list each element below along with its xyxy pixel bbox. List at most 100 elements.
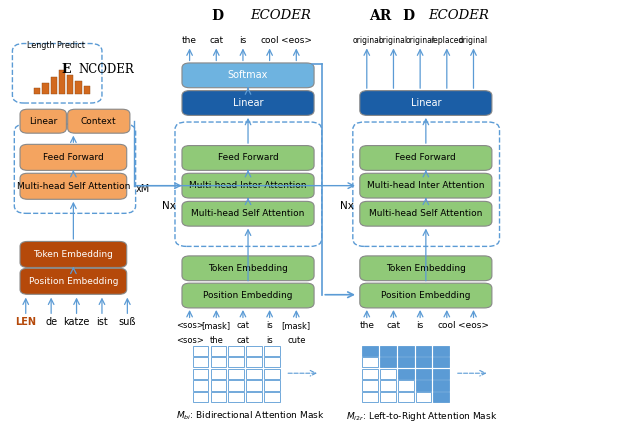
Bar [398, 380, 413, 391]
Bar [433, 346, 449, 356]
Bar [398, 346, 413, 356]
Text: D: D [402, 9, 414, 23]
FancyBboxPatch shape [20, 268, 127, 294]
Bar [416, 369, 431, 379]
Bar [433, 357, 449, 368]
Text: Context: Context [81, 117, 116, 126]
Bar [76, 81, 82, 94]
Text: Multi-head Inter Attention: Multi-head Inter Attention [189, 181, 307, 190]
Text: AR: AR [369, 9, 391, 23]
Text: <sos>: <sos> [175, 321, 204, 330]
Text: Linear: Linear [29, 117, 58, 126]
Bar [211, 369, 226, 379]
FancyBboxPatch shape [360, 283, 492, 308]
Text: Softmax: Softmax [228, 71, 268, 80]
Bar [42, 83, 49, 94]
Text: the: the [182, 36, 197, 45]
Text: <sos>: <sos> [175, 336, 204, 345]
FancyBboxPatch shape [182, 146, 314, 170]
Bar [380, 392, 396, 402]
Text: original: original [459, 36, 488, 45]
Text: Token Embedding: Token Embedding [208, 264, 288, 273]
Text: is: is [266, 336, 273, 345]
Bar [59, 71, 65, 94]
FancyBboxPatch shape [182, 256, 314, 280]
FancyBboxPatch shape [182, 91, 314, 116]
Bar [228, 357, 244, 368]
Text: ist: ist [96, 317, 108, 326]
Text: Multi-head Self Attention: Multi-head Self Attention [191, 209, 305, 218]
Bar [246, 392, 262, 402]
Bar [416, 392, 431, 402]
Text: suß: suß [118, 317, 136, 326]
Text: xM: xM [136, 184, 150, 194]
Text: original: original [406, 36, 435, 45]
Bar [228, 380, 244, 391]
Bar [51, 76, 57, 94]
Text: replaced: replaced [430, 36, 463, 45]
Bar [416, 357, 431, 368]
Text: cat: cat [236, 321, 250, 330]
Text: D: D [211, 9, 223, 23]
Text: Feed Forward: Feed Forward [43, 153, 104, 162]
Bar [193, 380, 209, 391]
Text: cool: cool [260, 36, 279, 45]
Text: Position Embedding: Position Embedding [381, 291, 470, 300]
FancyBboxPatch shape [182, 63, 314, 88]
FancyBboxPatch shape [360, 173, 492, 198]
Text: cat: cat [209, 36, 223, 45]
Bar [264, 380, 280, 391]
Text: the: the [209, 336, 223, 345]
Text: E: E [61, 63, 70, 76]
Bar [228, 369, 244, 379]
Text: is: is [239, 36, 246, 45]
Text: original: original [379, 36, 408, 45]
Bar [193, 392, 209, 402]
Text: Feed Forward: Feed Forward [218, 153, 278, 162]
Bar [264, 357, 280, 368]
Bar [246, 380, 262, 391]
Text: Nx: Nx [340, 201, 354, 211]
Bar [380, 346, 396, 356]
Text: Position Embedding: Position Embedding [29, 277, 118, 286]
Bar [433, 369, 449, 379]
Text: cat: cat [387, 321, 401, 330]
Text: katze: katze [63, 317, 90, 326]
FancyBboxPatch shape [360, 91, 492, 116]
Bar [211, 346, 226, 356]
Bar [67, 74, 74, 94]
Text: <eos>: <eos> [458, 321, 489, 330]
Text: <eos>: <eos> [281, 36, 312, 45]
Text: Length Predict: Length Predict [28, 41, 85, 50]
Bar [398, 392, 413, 402]
Bar [211, 380, 226, 391]
Text: Feed Forward: Feed Forward [396, 153, 456, 162]
Text: Position Embedding: Position Embedding [204, 291, 292, 300]
Bar [416, 380, 431, 391]
Bar [416, 346, 431, 356]
Bar [193, 369, 209, 379]
Text: [mask]: [mask] [282, 321, 311, 330]
Bar [264, 369, 280, 379]
Bar [228, 392, 244, 402]
Bar [246, 369, 262, 379]
Bar [228, 346, 244, 356]
Text: NCODER: NCODER [79, 63, 134, 76]
Bar [380, 357, 396, 368]
Text: Linear: Linear [411, 98, 441, 108]
Text: Token Embedding: Token Embedding [33, 250, 113, 259]
Text: Multi-head Self Attention: Multi-head Self Attention [369, 209, 483, 218]
Bar [362, 392, 378, 402]
FancyBboxPatch shape [182, 173, 314, 198]
Bar [193, 357, 209, 368]
Text: LEN: LEN [15, 317, 36, 326]
Bar [433, 380, 449, 391]
FancyBboxPatch shape [20, 109, 67, 133]
FancyBboxPatch shape [360, 201, 492, 226]
Text: Linear: Linear [233, 98, 263, 108]
Text: is: is [266, 321, 273, 330]
Text: Token Embedding: Token Embedding [386, 264, 466, 273]
Bar [362, 346, 378, 356]
Text: ECODER: ECODER [428, 9, 488, 23]
Text: de: de [45, 317, 57, 326]
